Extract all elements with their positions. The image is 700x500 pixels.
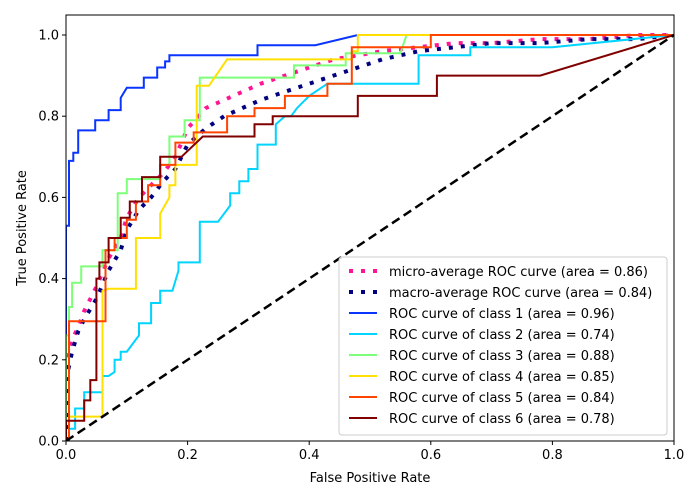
series-layer bbox=[66, 33, 674, 441]
legend-entry-label: ROC curve of class 5 (area = 0.84) bbox=[389, 391, 615, 406]
x-tick-label: 1.0 bbox=[664, 448, 685, 463]
y-tick-label: 0.8 bbox=[38, 110, 59, 125]
legend-entry-label: ROC curve of class 4 (area = 0.85) bbox=[389, 370, 615, 385]
y-tick-label: 0.2 bbox=[38, 353, 59, 368]
y-axis-ticks: 0.0 0.2 0.4 0.6 0.8 1.0 bbox=[38, 29, 66, 450]
legend-entry-label: ROC curve of class 2 (area = 0.74) bbox=[389, 328, 615, 343]
y-tick-label: 1.0 bbox=[38, 29, 59, 44]
x-axis-ticks: 0.0 0.2 0.4 0.6 0.8 1.0 bbox=[56, 441, 685, 463]
legend-entry-label: ROC curve of class 3 (area = 0.88) bbox=[389, 349, 615, 364]
legend-entry-label: macro-average ROC curve (area = 0.84) bbox=[389, 286, 652, 301]
legend-entry-label: micro-average ROC curve (area = 0.86) bbox=[389, 265, 648, 280]
y-axis-label: True Positive Rate bbox=[15, 170, 30, 287]
x-tick-label: 0.2 bbox=[177, 448, 198, 463]
roc-series-2 bbox=[66, 33, 674, 441]
y-tick-label: 0.4 bbox=[38, 272, 59, 287]
y-tick-label: 0.0 bbox=[38, 435, 59, 450]
roc-series-1 bbox=[66, 33, 674, 441]
roc-series-8 bbox=[66, 34, 674, 441]
chance-diagonal-line bbox=[66, 33, 674, 441]
x-axis-label: False Positive Rate bbox=[310, 471, 431, 486]
axes-frame bbox=[65, 14, 675, 442]
roc-series-7 bbox=[66, 34, 674, 441]
x-tick-label: 0.0 bbox=[56, 448, 77, 463]
legend-box bbox=[338, 256, 668, 436]
plot-area bbox=[65, 14, 675, 442]
y-tick-label: 0.6 bbox=[38, 191, 59, 206]
x-tick-label: 0.6 bbox=[420, 448, 441, 463]
roc-series-3 bbox=[66, 34, 674, 441]
x-tick-label: 0.4 bbox=[299, 448, 320, 463]
legend-entry-label: ROC curve of class 6 (area = 0.78) bbox=[389, 412, 615, 427]
legend: micro-average ROC curve (area = 0.86) mac… bbox=[338, 256, 668, 436]
x-tick-label: 0.8 bbox=[542, 448, 563, 463]
legend-entry-label: ROC curve of class 1 (area = 0.96) bbox=[389, 307, 615, 322]
